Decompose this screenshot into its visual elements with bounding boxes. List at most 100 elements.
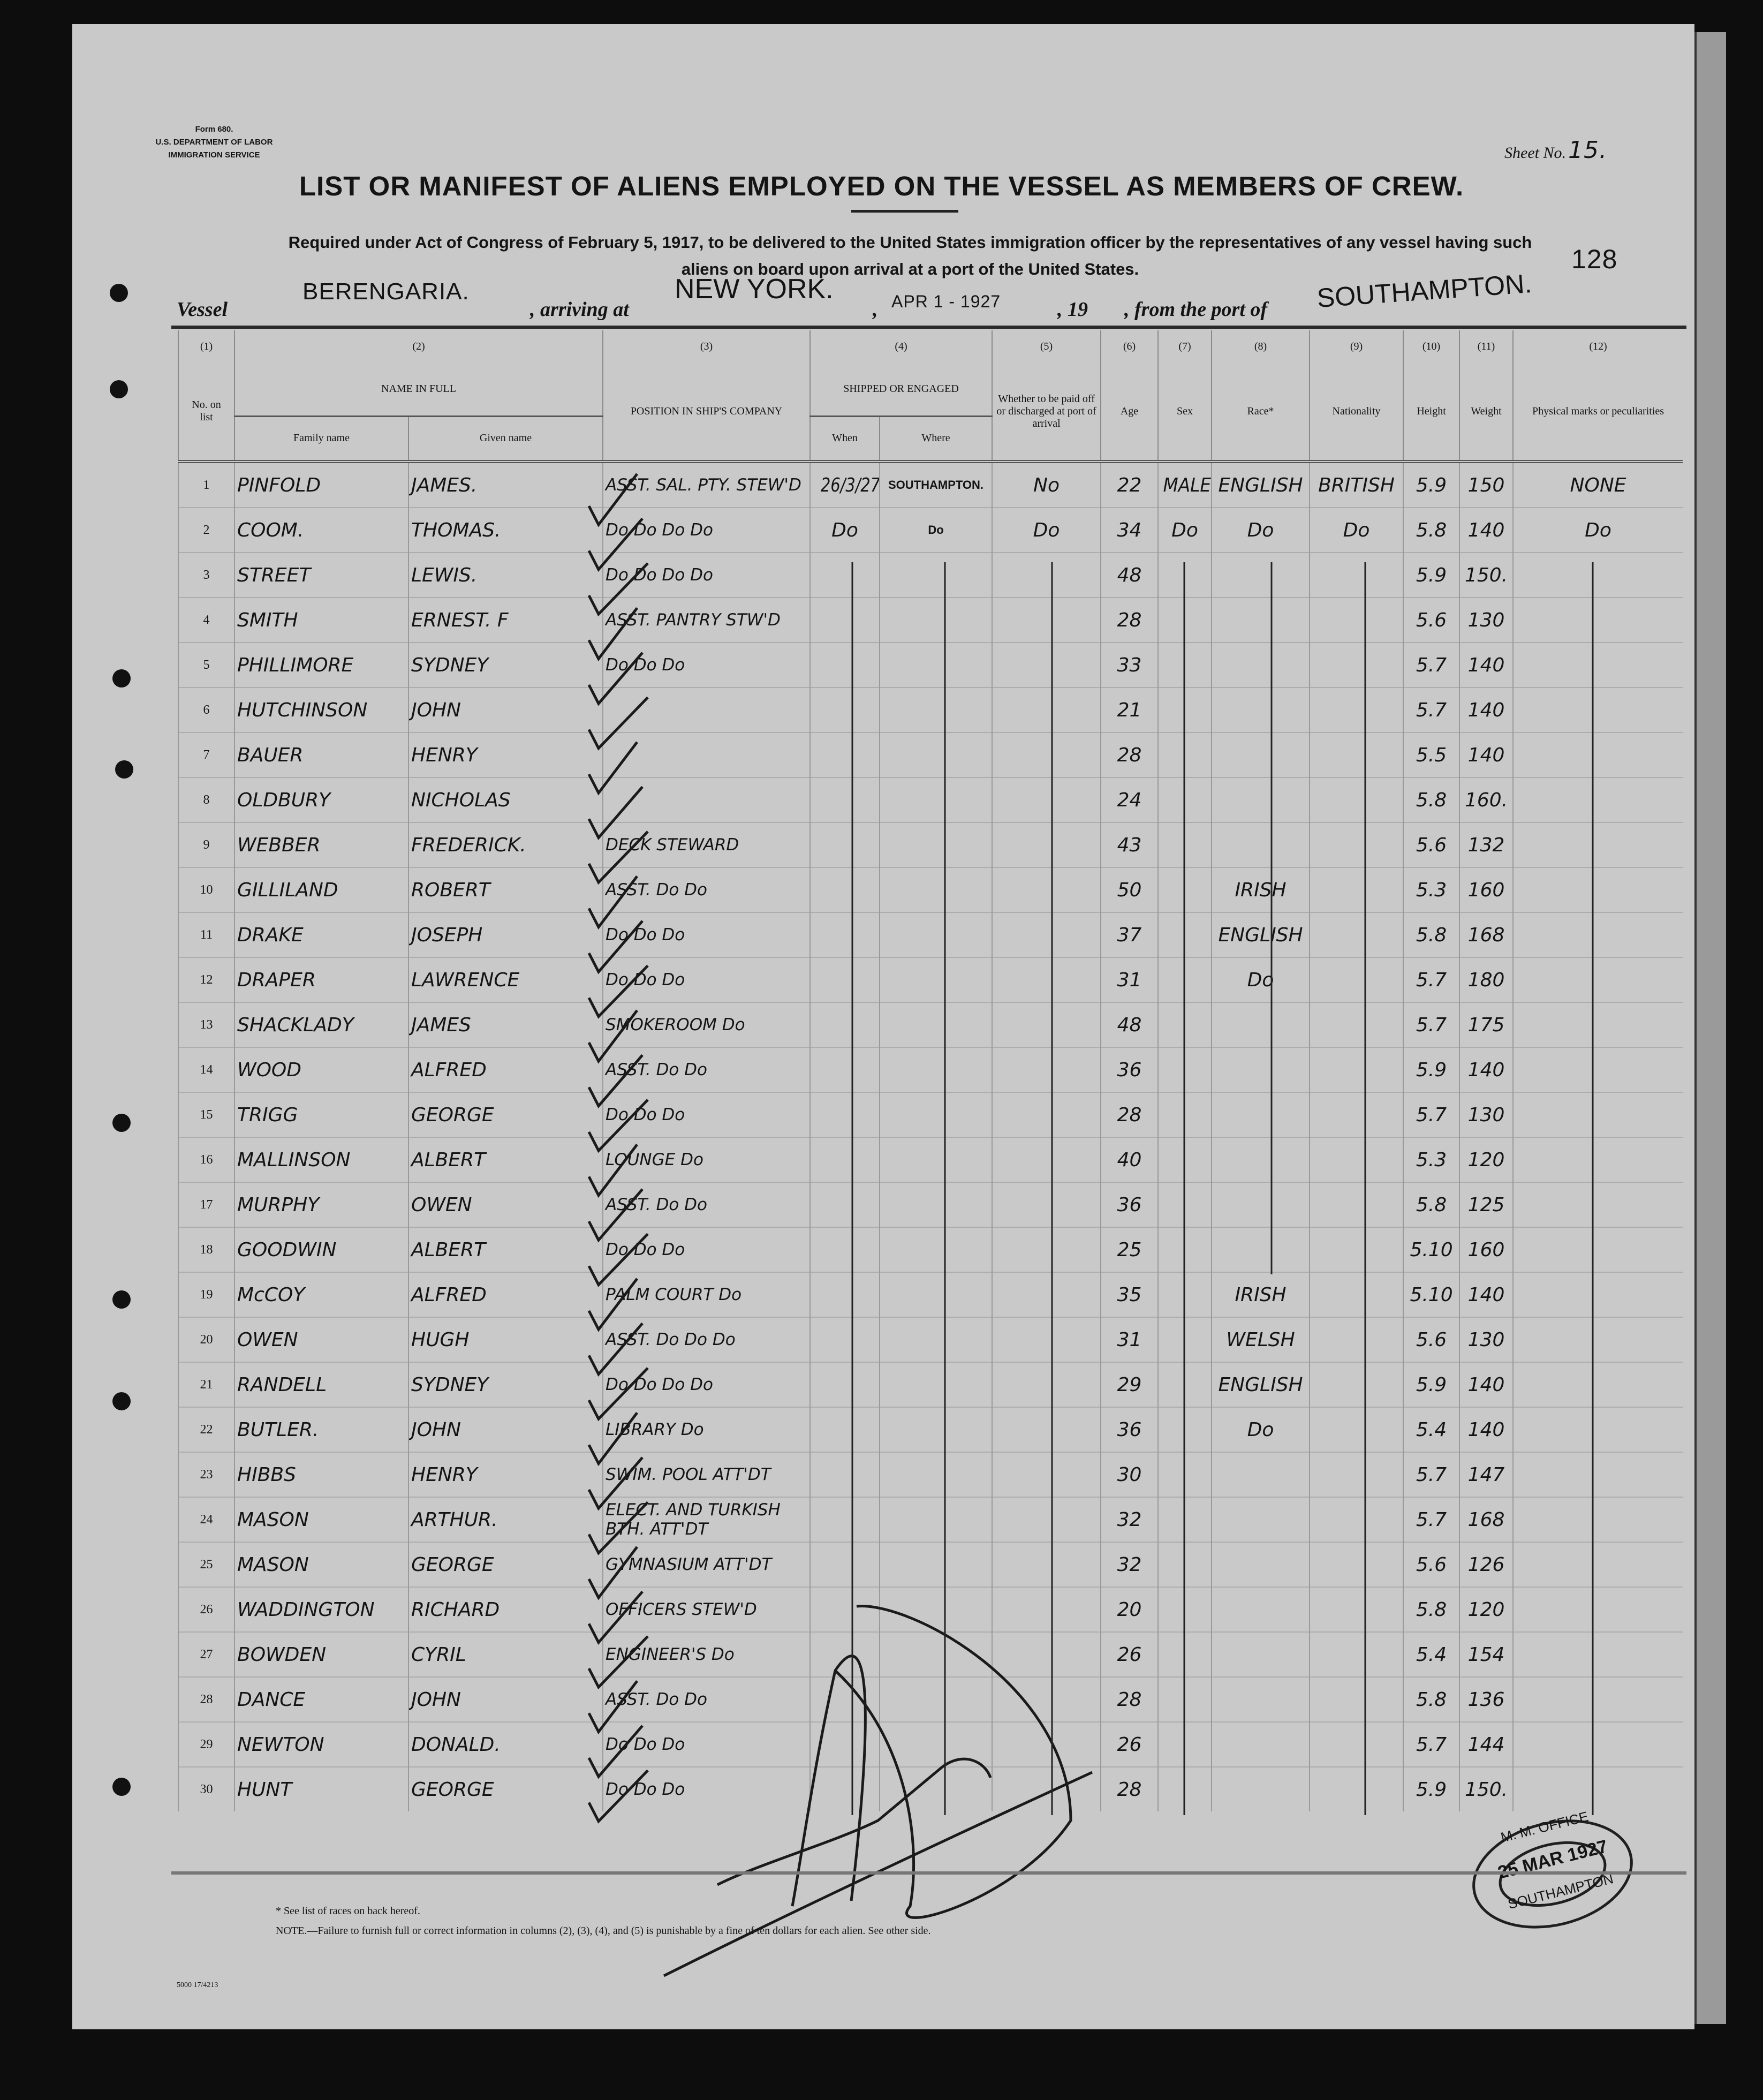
header-no: No. on list (178, 362, 234, 462)
nationality-cell (1309, 957, 1404, 1002)
row-number-cell: 20 (178, 1317, 234, 1362)
age: 48 (1117, 564, 1142, 586)
checkmark-icon (587, 1546, 638, 1600)
height: 5.9 (1416, 1778, 1447, 1801)
given-name-cell: JOHN (407, 687, 603, 732)
family-name-cell: BOWDEN (234, 1631, 408, 1677)
position-cell: LIBRARY Do (602, 1407, 811, 1452)
shipped-when-cell: Do (809, 507, 880, 553)
weight-cell: 160. (1459, 777, 1514, 822)
checkmark-icon (587, 1411, 638, 1467)
family-name: MALLINSON (237, 1149, 351, 1171)
nationality-cell: BRITISH (1309, 461, 1404, 508)
age: 34 (1117, 519, 1142, 541)
family-name-cell: MASON (234, 1497, 408, 1542)
race-cell (1211, 642, 1310, 688)
position-cell: ASST. PANTRY STW'D (602, 597, 811, 643)
shipped-where-cell (879, 687, 993, 732)
age-cell: 32 (1100, 1497, 1159, 1542)
checkmark-icon (587, 1367, 649, 1422)
given-name-cell: THOMAS. (407, 507, 603, 553)
checkmark-icon (587, 920, 644, 975)
family-name: HUTCHINSON (237, 699, 368, 721)
height-cell: 5.10 (1403, 1272, 1460, 1317)
column-number: (10) (1403, 330, 1460, 362)
row-number: 28 (200, 1692, 213, 1706)
race: Do (1247, 1418, 1274, 1441)
table-row: 20 OWEN HUGH ASST. Do Do Do 31 WELSH 5.6 130 (178, 1317, 1683, 1362)
row-number: 8 (203, 792, 210, 807)
height: 5.5 (1416, 744, 1447, 766)
checkmark-icon (587, 652, 644, 706)
age: 40 (1117, 1149, 1142, 1171)
physical-marks-cell (1512, 1721, 1683, 1767)
shipped-where-cell (879, 1452, 993, 1497)
physical-marks-cell (1512, 1092, 1683, 1137)
age: 26 (1117, 1733, 1142, 1756)
checkmark-icon (587, 875, 638, 930)
row-number-cell: 9 (178, 822, 234, 867)
physical-marks-cell (1512, 552, 1683, 598)
shipped-when-cell (809, 642, 880, 688)
row-number-cell: 15 (178, 1092, 234, 1137)
given-name-cell: ALFRED (407, 1272, 603, 1317)
physical-marks-cell (1512, 1542, 1683, 1587)
paid-off-cell (992, 1407, 1101, 1452)
family-name: WOOD (237, 1059, 301, 1081)
family-name: STREET (237, 564, 311, 586)
table-row: 9 WEBBER FREDERICK. DECK STEWARD 43 5.6 132 (178, 822, 1683, 867)
shipped-where-cell (879, 867, 993, 912)
row-number-cell: 6 (178, 687, 234, 732)
divider (171, 326, 1686, 329)
race: ENGLISH (1218, 474, 1303, 496)
height-cell: 5.7 (1403, 1452, 1460, 1497)
given-name-cell: JOSEPH (407, 912, 603, 957)
vessel-label: Vessel (177, 298, 228, 321)
age-cell: 29 (1100, 1362, 1159, 1407)
paid-off-cell (992, 1002, 1101, 1047)
nationality-cell (1309, 912, 1404, 957)
weight-cell: 130 (1459, 1092, 1514, 1137)
age-cell: 40 (1100, 1137, 1159, 1182)
family-name-cell: WADDINGTON (234, 1587, 408, 1632)
age-cell: 21 (1100, 687, 1159, 732)
shipped-when-cell (809, 1631, 880, 1677)
physical-marks: Do (1585, 519, 1611, 541)
weight-cell: 140 (1459, 687, 1514, 732)
checkmark-icon (587, 517, 644, 572)
nationality-cell (1309, 732, 1404, 777)
weight: 150. (1464, 564, 1508, 586)
race-cell (1211, 1047, 1310, 1092)
column-number: (4) (809, 330, 993, 362)
age-cell: 32 (1100, 1542, 1159, 1587)
family-name-cell: TRIGG (234, 1092, 408, 1137)
position-cell: Do Do Do (602, 1092, 811, 1137)
header-shipped: SHIPPED OR ENGAGED (809, 362, 993, 417)
nationality-cell (1309, 552, 1404, 598)
paid-off: Do (1033, 519, 1060, 541)
given-name: JOHN (411, 1418, 461, 1441)
arrival-date: APR 1 - 1927 (891, 292, 1001, 311)
family-name: PHILLIMORE (237, 654, 354, 676)
given-name-cell: JAMES. (407, 461, 603, 508)
family-name: OWEN (237, 1328, 298, 1351)
weight-cell: 140 (1459, 1272, 1514, 1317)
height: 5.7 (1416, 1104, 1447, 1126)
paid-off-cell (992, 1766, 1101, 1811)
nationality-cell (1309, 642, 1404, 688)
shipped-where-cell (879, 1497, 993, 1542)
shipped-when-cell (809, 1317, 880, 1362)
age-cell: 50 (1100, 867, 1159, 912)
age-cell: 24 (1100, 777, 1159, 822)
weight: 160 (1467, 1238, 1505, 1261)
family-name-cell: HIBBS (234, 1452, 408, 1497)
weight-cell: 168 (1459, 912, 1514, 957)
shipped-where-cell (879, 1227, 993, 1272)
age-cell: 33 (1100, 642, 1159, 688)
family-name-cell: HUNT (234, 1766, 408, 1811)
height: 5.9 (1416, 474, 1447, 496)
race-cell: ENGLISH (1211, 912, 1310, 957)
nationality-cell (1309, 1452, 1404, 1497)
shipped-when-cell (809, 867, 880, 912)
given-name-cell: GEORGE (407, 1542, 603, 1587)
